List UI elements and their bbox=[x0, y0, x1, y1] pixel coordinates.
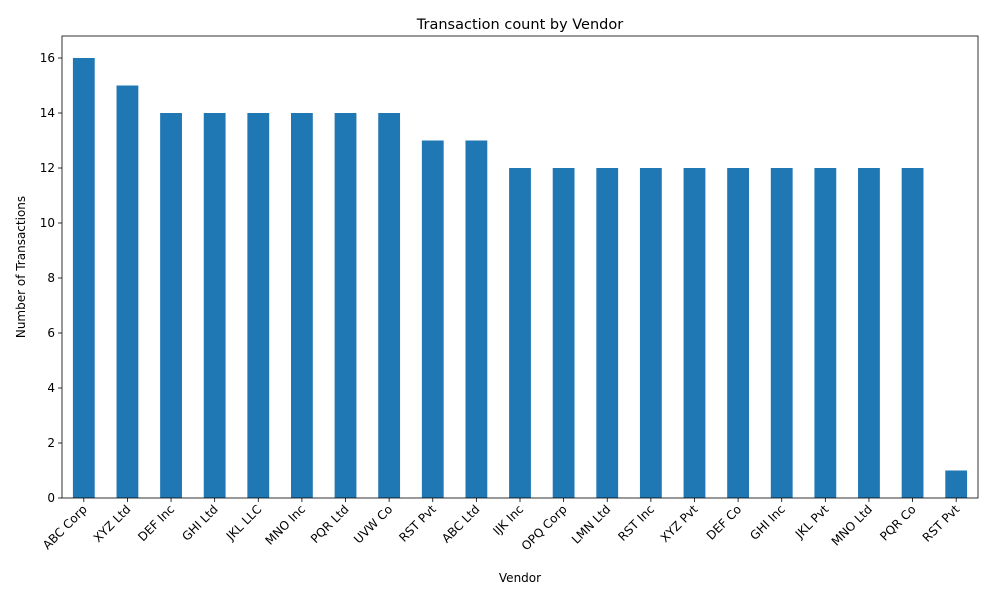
bar bbox=[552, 168, 575, 498]
bar bbox=[203, 113, 226, 498]
x-tick-label: ABC Corp bbox=[40, 502, 90, 552]
x-tick-label: PQR Co bbox=[877, 502, 918, 543]
x-tick-label: JKL Pvt bbox=[792, 502, 832, 542]
bar bbox=[727, 168, 749, 498]
x-tick-label: JKL LLC bbox=[223, 502, 264, 543]
x-tick-label: OPQ Corp bbox=[519, 502, 570, 553]
bar bbox=[639, 168, 662, 498]
x-tick-label: ABC Ltd bbox=[439, 502, 482, 545]
bar bbox=[901, 168, 924, 498]
x-tick-label: IJK Inc bbox=[490, 502, 526, 538]
x-tick-label: DEF Inc bbox=[135, 502, 177, 544]
bar bbox=[291, 113, 313, 498]
y-tick-label: 14 bbox=[40, 106, 55, 120]
bar bbox=[770, 168, 793, 498]
bar bbox=[421, 140, 444, 498]
x-tick-label: MNO Ltd bbox=[829, 502, 875, 548]
x-tick-label: XYZ Ltd bbox=[91, 502, 134, 545]
x-tick-label: XYZ Pvt bbox=[658, 502, 701, 545]
bar bbox=[465, 140, 488, 498]
bar bbox=[116, 85, 139, 498]
bar bbox=[334, 113, 357, 498]
bar bbox=[160, 113, 182, 498]
y-tick-label: 6 bbox=[47, 326, 55, 340]
chart-title: Transaction count by Vendor bbox=[416, 17, 623, 33]
bar bbox=[683, 168, 706, 498]
x-tick-label: MNO Inc bbox=[263, 502, 308, 547]
x-tick-label: GHI Inc bbox=[747, 502, 788, 543]
x-axis-label: Vendor bbox=[499, 571, 541, 585]
axes-frame bbox=[61, 35, 979, 499]
y-tick-label: 0 bbox=[47, 491, 55, 505]
y-tick-label: 2 bbox=[47, 436, 55, 450]
y-tick-label: 12 bbox=[40, 161, 55, 175]
y-tick-label: 10 bbox=[40, 216, 55, 230]
plot-area: 0 2 4 6 8 10 12 14 16 ABC Corp XYZ Ltd DEF Inc GHI L… bbox=[40, 35, 979, 553]
bar bbox=[814, 168, 837, 498]
bar bbox=[378, 113, 401, 498]
x-tick-label: RST Inc bbox=[615, 502, 657, 544]
y-tick-label: 16 bbox=[40, 51, 55, 65]
x-tick-label: LMN Ltd bbox=[569, 502, 613, 546]
x-tick-label: RST Pvt bbox=[396, 502, 439, 545]
bar bbox=[858, 168, 880, 498]
bar bbox=[945, 470, 968, 498]
x-tick-label: DEF Co bbox=[704, 502, 744, 542]
bar bbox=[247, 113, 270, 498]
bar bbox=[72, 58, 95, 498]
x-tick-label: GHI Ltd bbox=[179, 502, 220, 543]
x-tick-label: RST Pvt bbox=[920, 502, 963, 545]
y-axis-label: Number of Transactions bbox=[14, 196, 28, 338]
bar bbox=[509, 168, 531, 498]
y-tick-label: 4 bbox=[47, 381, 55, 395]
y-tick-label: 8 bbox=[47, 271, 55, 285]
x-tick-label: UVW Co bbox=[351, 502, 395, 546]
bar bbox=[596, 168, 619, 498]
x-tick-label: PQR Ltd bbox=[308, 502, 352, 546]
